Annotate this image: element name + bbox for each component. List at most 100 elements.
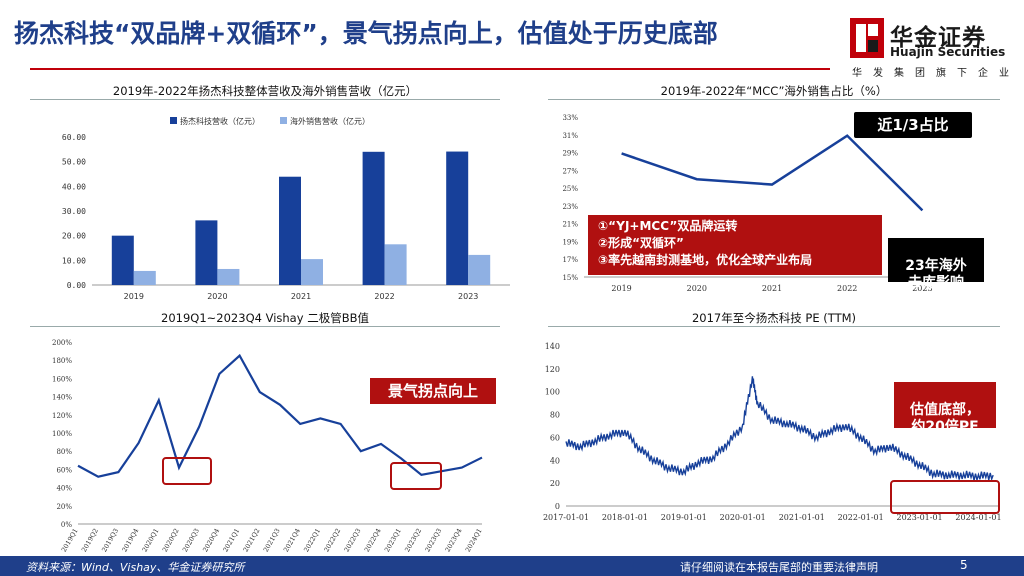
y-tick-label: 140% bbox=[52, 394, 72, 402]
legend-swatch bbox=[170, 117, 177, 124]
bar-overseas bbox=[468, 254, 491, 285]
y-tick-label: 31% bbox=[562, 132, 578, 140]
callout-drivers: ①“YJ+MCC”双品牌运转 ②形成“双循环” ③率先越南封测基地，优化全球产业布局 bbox=[588, 215, 882, 275]
x-tick-label: 2020Q1 bbox=[141, 527, 161, 552]
highlight-box-pe-bottom bbox=[890, 480, 1000, 514]
bar-overseas bbox=[133, 270, 156, 285]
driver-line-3: ③率先越南封测基地，优化全球产业布局 bbox=[598, 253, 813, 267]
legend-swatch bbox=[280, 117, 287, 124]
x-tick-label: 2019Q1 bbox=[60, 527, 80, 552]
x-tick-label: 2017-01-01 bbox=[543, 513, 589, 522]
y-tick-label: 100% bbox=[52, 430, 72, 438]
callout-bb-upturn: 景气拐点向上 bbox=[370, 378, 496, 404]
bar-total bbox=[195, 220, 218, 285]
footer-source: 资料来源：Wind、Vishay、华金证券研究所 bbox=[26, 561, 245, 574]
highlight-box-2020q2 bbox=[162, 457, 212, 485]
page-title: 扬杰科技“双品牌+双循环”，景气拐点向上，估值处于历史底部 bbox=[14, 19, 718, 48]
x-tick-label: 2020Q3 bbox=[181, 527, 201, 552]
series-line bbox=[621, 134, 924, 212]
x-tick-label: 2020-01-01 bbox=[720, 513, 766, 522]
y-tick-label: 27% bbox=[562, 167, 578, 175]
callout-overseas-destock: 23年海外 去库影响 bbox=[888, 238, 984, 291]
driver-line-2: ②形成“双循环” bbox=[598, 236, 684, 250]
x-tick-label: 2021Q2 bbox=[242, 527, 262, 552]
company-logo: 华金证券 Huajin Securities 华发集团旗下企业 bbox=[850, 18, 1010, 79]
bar-total bbox=[279, 176, 301, 285]
x-tick-label: 2020Q2 bbox=[161, 527, 181, 552]
y-tick-label: 60.00 bbox=[62, 133, 86, 142]
y-tick-label: 40 bbox=[550, 456, 560, 465]
y-tick-label: 180% bbox=[52, 357, 72, 365]
revenue-bar-chart: 0.00 10.00 20.00 30.00 40.00 50.00 60.00 2019 20… bbox=[62, 116, 510, 301]
footer-bar bbox=[0, 556, 1024, 576]
x-tick-label: 2019-01-01 bbox=[661, 513, 707, 522]
x-tick-label: 2021 bbox=[291, 292, 311, 301]
logo-subtitle: 华发集团旗下企业 bbox=[852, 68, 1020, 79]
x-tick-label: 2023Q3 bbox=[423, 527, 443, 552]
callout-pe-bottom: 估值底部， 约20倍PE bbox=[894, 382, 996, 435]
revenue-chart-title: 2019年-2022年扬杰科技整体营收及海外销售营收（亿元） bbox=[30, 83, 500, 100]
x-tick-label: 2022Q1 bbox=[302, 527, 322, 552]
footer-disclaimer: 请仔细阅读在本报告尾部的重要法律声明 bbox=[680, 561, 878, 574]
x-tick-label: 2022 bbox=[374, 292, 394, 301]
callout-overseas-destock-text: 23年海外 去库影响 bbox=[905, 257, 967, 292]
y-tick-label: 60 bbox=[550, 433, 560, 442]
legend-label: 海外销售营收（亿元） bbox=[290, 116, 370, 126]
bar-total bbox=[362, 151, 385, 285]
y-tick-label: 30.00 bbox=[62, 207, 86, 216]
x-tick-label: 2019Q4 bbox=[120, 527, 140, 552]
x-tick-label: 2023Q1 bbox=[383, 527, 403, 552]
y-tick-label: 33% bbox=[562, 114, 578, 122]
x-tick-label: 2020Q4 bbox=[201, 527, 221, 552]
y-tick-label: 20.00 bbox=[62, 232, 86, 241]
y-tick-label: 0 bbox=[555, 502, 560, 511]
pe-chart-title: 2017年至今扬杰科技 PE (TTM) bbox=[548, 310, 1000, 327]
y-tick-label: 80% bbox=[56, 448, 72, 456]
mcc-chart-title: 2019年-2022年“MCC”海外销售占比（%） bbox=[548, 83, 1000, 100]
y-tick-label: 200% bbox=[52, 339, 72, 347]
bar-overseas bbox=[384, 244, 407, 285]
x-tick-label: 2024Q1 bbox=[464, 527, 484, 552]
logo-name-cn: 华金证券 bbox=[890, 25, 986, 51]
driver-line-1: ①“YJ+MCC”双品牌运转 bbox=[598, 219, 738, 233]
legend-label: 扬杰科技营收（亿元） bbox=[180, 116, 260, 126]
x-tick-label: 2023-01-01 bbox=[897, 513, 943, 522]
y-tick-label: 15% bbox=[562, 274, 578, 282]
logo-mark-icon bbox=[850, 18, 884, 58]
y-tick-label: 10.00 bbox=[62, 256, 86, 265]
y-tick-label: 0.00 bbox=[67, 281, 86, 290]
x-tick-label: 2019 bbox=[611, 284, 631, 293]
x-tick-label: 2018-01-01 bbox=[602, 513, 648, 522]
bb-ratio-line-chart: 0% 20% 40% 60% 80% 100% 120% 140% 160% 180% 200% 20… bbox=[52, 339, 484, 552]
y-tick-label: 160% bbox=[52, 375, 72, 383]
y-tick-label: 25% bbox=[562, 185, 578, 193]
y-tick-label: 29% bbox=[562, 150, 578, 158]
pe-ttm-line-chart: 0 20 40 60 80 100 120 140 2017-01-01 2018-01-01 20… bbox=[543, 342, 1002, 522]
x-tick-label: 2022Q3 bbox=[343, 527, 363, 552]
bar-overseas bbox=[217, 268, 240, 285]
x-tick-label: 2022Q2 bbox=[322, 527, 342, 552]
mcc-share-line-chart: 15% 17% 19% 21% 23% 25% 27% 29% 31% 33% 2019 2020 20… bbox=[562, 114, 960, 293]
series-line bbox=[565, 376, 994, 482]
x-tick-label: 2021 bbox=[762, 284, 782, 293]
x-tick-label: 2022Q4 bbox=[363, 527, 383, 552]
x-tick-label: 2023 bbox=[458, 292, 478, 301]
x-tick-label: 2020 bbox=[687, 284, 707, 293]
x-tick-label: 2019Q2 bbox=[80, 527, 100, 552]
y-tick-label: 50.00 bbox=[62, 158, 86, 167]
x-tick-label: 2021Q4 bbox=[282, 527, 302, 552]
x-tick-label: 2021Q1 bbox=[221, 527, 241, 552]
y-tick-label: 120% bbox=[52, 412, 72, 420]
y-tick-label: 21% bbox=[562, 221, 578, 229]
bar-total bbox=[111, 235, 134, 285]
x-tick-label: 2021Q3 bbox=[262, 527, 282, 552]
y-tick-label: 120 bbox=[545, 365, 560, 374]
header-divider bbox=[30, 68, 830, 70]
x-tick-label: 2023 bbox=[912, 284, 932, 293]
callout-mcc-share-text: 近1/3占比 bbox=[877, 116, 949, 134]
x-tick-label: 2021-01-01 bbox=[779, 513, 825, 522]
y-tick-label: 80 bbox=[550, 411, 560, 420]
page-number: 5 bbox=[960, 558, 968, 572]
bar-overseas bbox=[301, 259, 323, 285]
x-tick-label: 2019 bbox=[124, 292, 144, 301]
